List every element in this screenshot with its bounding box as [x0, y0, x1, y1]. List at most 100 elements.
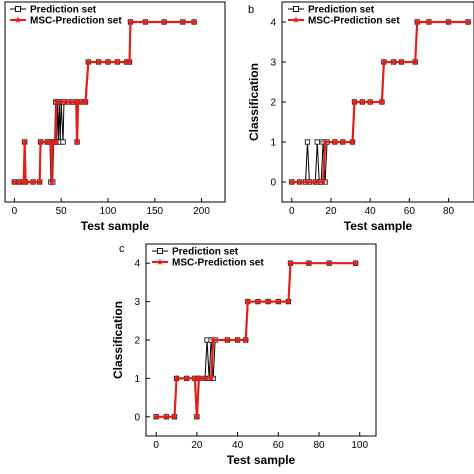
panel-label-c: c — [119, 243, 125, 255]
data-point-msc-prediction — [209, 336, 217, 344]
legend-marker-prediction — [293, 6, 299, 12]
legend-marker-msc-prediction — [14, 16, 22, 23]
data-point-msc-prediction — [390, 58, 398, 66]
series-line-msc-prediction — [14, 20, 195, 184]
legend-label: MSC-Prediction set — [172, 258, 264, 269]
data-point-msc-prediction — [351, 259, 360, 267]
series-line-prediction — [14, 21, 195, 183]
data-point-msc-prediction — [104, 58, 112, 66]
data-point-msc-prediction — [305, 259, 313, 267]
data-point-msc-prediction — [264, 297, 272, 305]
x-tick-label: 0 — [12, 206, 18, 217]
plot-frame — [4, 1, 226, 203]
x-tick-label: 0 — [289, 206, 295, 217]
data-point-msc-prediction — [51, 138, 60, 146]
data-point-msc-prediction — [160, 18, 168, 26]
data-point-msc-prediction — [21, 178, 30, 186]
data-point-msc-prediction — [141, 18, 150, 26]
panel-c: 0 20 40 60 80 100 0 1 2 3 4 Test sample Classificati… — [111, 243, 377, 467]
legend-label: Prediction set — [30, 5, 97, 16]
data-point-msc-prediction — [284, 297, 293, 305]
data-point-msc-prediction — [126, 18, 135, 26]
legend-marker-msc-prediction — [292, 16, 300, 23]
data-point-msc-prediction — [331, 138, 339, 146]
panel-label-b: b — [248, 4, 254, 16]
legend-label: MSC-Prediction set — [30, 16, 122, 27]
data-point-msc-prediction — [125, 58, 134, 66]
data-point-msc-prediction — [113, 58, 121, 66]
data-point-msc-prediction — [48, 178, 56, 186]
x-tick-label: 200 — [193, 206, 210, 217]
series-line-msc-prediction — [156, 262, 356, 418]
x-axis-label: Test sample — [227, 453, 296, 467]
data-point-msc-prediction — [242, 336, 250, 344]
x-tick-label: 40 — [232, 440, 244, 451]
panel-a: 0 50 100 150 200 Test sample Prediction setMSC… — [4, 1, 226, 233]
legend-marker-msc-prediction — [156, 258, 164, 265]
x-axis-label: Test sample — [81, 219, 150, 233]
series-line-prediction — [156, 262, 356, 418]
x-tick-label: 80 — [443, 206, 455, 217]
data-point-msc-prediction — [201, 374, 209, 382]
data-point-msc-prediction — [274, 297, 282, 305]
y-tick-label: 3 — [270, 58, 276, 69]
data-point-msc-prediction — [233, 336, 242, 344]
y-tick-label: 4 — [134, 259, 140, 270]
data-point-prediction — [60, 139, 66, 145]
data-point-msc-prediction — [397, 58, 406, 66]
data-point-msc-prediction — [244, 297, 252, 305]
y-tick-label: 3 — [134, 297, 140, 308]
data-point-msc-prediction — [172, 374, 181, 382]
data-point-prediction — [304, 139, 311, 145]
data-point-msc-prediction — [29, 178, 37, 186]
data-point-msc-prediction — [464, 18, 472, 26]
x-tick-label: 20 — [325, 206, 337, 217]
data-point-msc-prediction — [325, 259, 333, 267]
data-point-msc-prediction — [380, 58, 388, 66]
data-point-msc-prediction — [207, 374, 215, 382]
data-point-msc-prediction — [223, 336, 232, 344]
data-point-msc-prediction — [444, 18, 453, 26]
data-point-msc-prediction — [36, 138, 45, 146]
y-axis-label: Classification — [111, 301, 125, 379]
data-point-msc-prediction — [152, 412, 160, 420]
y-tick-label: 1 — [270, 138, 276, 149]
data-point-msc-prediction — [21, 138, 29, 146]
x-tick-label: 50 — [56, 206, 68, 217]
data-point-msc-prediction — [288, 178, 296, 186]
data-point-msc-prediction — [413, 18, 421, 26]
data-point-msc-prediction — [179, 18, 187, 26]
legend-label: MSC-Prediction set — [308, 16, 400, 27]
x-tick-label: 80 — [313, 440, 325, 451]
data-point-msc-prediction — [84, 58, 92, 66]
x-tick-label: 60 — [404, 206, 416, 217]
data-point-msc-prediction — [183, 374, 191, 382]
panel-b: 0 20 40 60 80 0 1 2 3 4 Test sample Classification P… — [247, 1, 474, 233]
x-tick-label: 150 — [146, 206, 163, 217]
data-point-msc-prediction — [190, 18, 198, 26]
legend-label: Prediction set — [308, 5, 375, 16]
x-tick-label: 0 — [153, 440, 159, 451]
data-point-msc-prediction — [311, 178, 319, 186]
data-point-msc-prediction — [319, 178, 327, 186]
data-point-msc-prediction — [425, 18, 433, 26]
data-point-msc-prediction — [348, 138, 357, 146]
y-tick-label: 1 — [134, 374, 140, 385]
legend-label: Prediction set — [172, 247, 239, 258]
y-tick-label: 0 — [134, 412, 140, 423]
legend-marker-prediction — [15, 6, 21, 12]
legend-marker-prediction — [157, 248, 163, 254]
plot-frame — [145, 243, 377, 437]
data-point-msc-prediction — [339, 138, 347, 146]
data-point-msc-prediction — [321, 138, 329, 146]
y-tick-label: 0 — [270, 178, 276, 189]
data-point-msc-prediction — [411, 58, 419, 66]
y-axis-label: Classification — [247, 63, 261, 141]
data-point-msc-prediction — [81, 98, 90, 106]
data-point-msc-prediction — [73, 138, 81, 146]
data-point-msc-prediction — [195, 374, 203, 382]
data-point-msc-prediction — [254, 297, 262, 305]
data-point-prediction — [314, 139, 320, 145]
y-tick-label: 2 — [270, 98, 276, 109]
data-point-msc-prediction — [350, 98, 359, 106]
